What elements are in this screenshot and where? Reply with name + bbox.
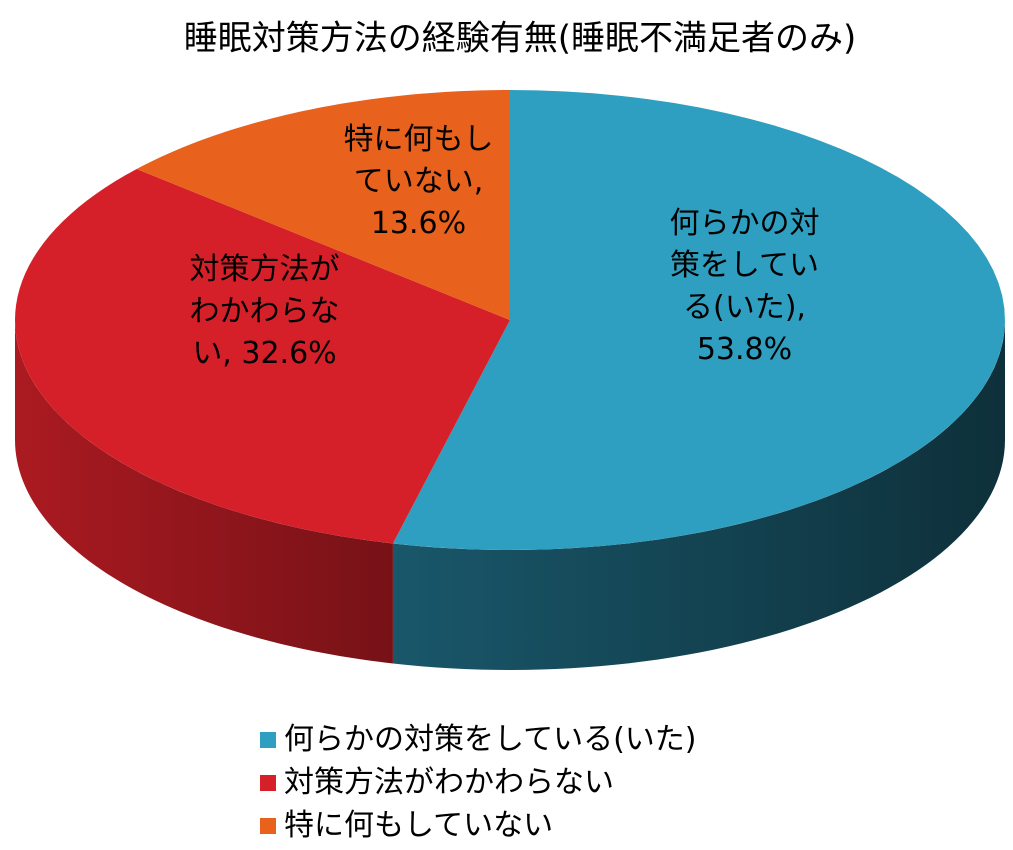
pie-side (392, 320, 1005, 670)
legend-label: 特に何もしていない (284, 808, 554, 843)
legend-swatch (260, 775, 276, 791)
legend-label: 対策方法がわかわらない (284, 765, 614, 800)
pie-slice (392, 90, 1005, 550)
data-label: 対策方法がわかわらない, 32.6% (189, 252, 340, 371)
pie-side (15, 320, 393, 664)
legend-label: 何らかの対策をしている(いた) (284, 722, 697, 757)
legend-item: 特に何もしていない (260, 806, 553, 846)
pie-slice (136, 90, 510, 320)
data-label: 何らかの対策をしている(いた), 53.8% (669, 206, 820, 367)
pie-slice (15, 168, 511, 544)
legend-item: 対策方法がわかわらない (260, 763, 614, 803)
legend-swatch (260, 732, 276, 748)
chart-title: 睡眠対策方法の経験有無(睡眠不満足者のみ) (184, 19, 857, 59)
legend-swatch (260, 818, 276, 834)
data-label: 特に何もしていない, 13.6% (343, 122, 494, 241)
legend-item: 何らかの対策をしている(いた) (260, 720, 697, 760)
